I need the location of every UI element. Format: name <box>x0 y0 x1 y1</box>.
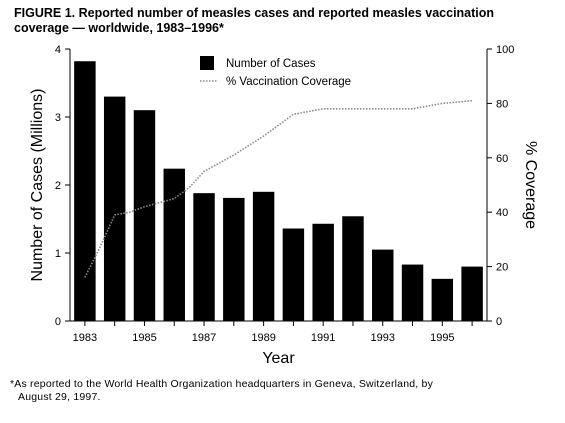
legend-label-cases: Number of Cases <box>226 58 316 70</box>
bar-1989 <box>252 191 275 321</box>
y2-tick-label-60: 60 <box>496 153 508 165</box>
bar-1988 <box>223 197 245 321</box>
bar-1993 <box>372 249 394 321</box>
y-axis-title: Number of Cases (Millions) <box>29 89 46 282</box>
y2-tick-label-0: 0 <box>496 316 502 328</box>
figure-title-line1: Reported number of measles cases and rep… <box>78 6 495 20</box>
y-tick-label-2: 2 <box>55 180 61 192</box>
y2-tick-label-40: 40 <box>496 207 508 219</box>
footnote-line2: August 29, 1997. <box>18 391 101 403</box>
bar-1990 <box>282 228 305 321</box>
y-tick-label-1: 1 <box>55 248 61 260</box>
bar-1986 <box>163 168 185 321</box>
x-tick-label-1991: 1991 <box>311 332 335 344</box>
coverage-line <box>84 99 473 278</box>
x-tick-label-1983: 1983 <box>73 332 97 344</box>
bar-1984 <box>103 96 126 321</box>
x-tick-label-1987: 1987 <box>192 332 216 344</box>
footnote-line1: *As reported to the World Health Organiz… <box>10 378 434 390</box>
bar-1995 <box>431 278 454 321</box>
bar-1996 <box>461 266 483 321</box>
x-tick-label-1985: 1985 <box>132 332 156 344</box>
bar-1992 <box>342 216 364 321</box>
figure-title-line2: coverage — worldwide, 1983–1996* <box>14 21 224 35</box>
y-tick-label-0: 0 <box>55 316 61 328</box>
y2-axis-title: % Coverage <box>522 141 539 229</box>
bar-1994 <box>401 264 424 321</box>
bar-1985 <box>133 110 156 321</box>
y-tick-label-3: 3 <box>55 112 61 124</box>
figure-title-prefix: FIGURE 1. <box>14 6 76 20</box>
legend-label-coverage: % Vaccination Coverage <box>226 76 351 88</box>
y2-tick-label-100: 100 <box>496 44 514 56</box>
bar-1987 <box>193 193 215 321</box>
figure-title: FIGURE 1. Reported number of measles cas… <box>14 6 559 36</box>
x-tick-label-1995: 1995 <box>430 332 454 344</box>
bar-1991 <box>312 223 334 321</box>
y-tick-label-4: 4 <box>55 44 61 56</box>
y2-tick-label-20: 20 <box>496 262 508 274</box>
x-tick-label-1993: 1993 <box>371 332 395 344</box>
bar-1983 <box>74 61 96 322</box>
y2-tick-label-80: 80 <box>496 98 508 110</box>
legend-swatch-cases <box>200 56 214 70</box>
x-tick-label-1989: 1989 <box>251 332 275 344</box>
x-axis-title: Year <box>262 350 295 367</box>
figure-footnote: *As reported to the World Health Organiz… <box>10 378 555 404</box>
